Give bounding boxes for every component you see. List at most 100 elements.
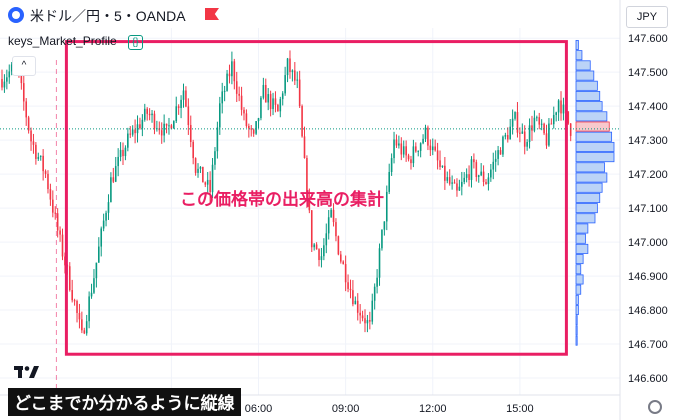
price-axis[interactable]: 147.600 147.500 147.400 147.300 147.200 147.1… (619, 0, 680, 420)
candle-body (354, 300, 357, 305)
candle-body (269, 94, 272, 110)
candle-body (490, 169, 492, 178)
candle-body (124, 147, 127, 157)
candle-body (240, 95, 243, 110)
candle-body (415, 146, 417, 152)
candle-body (456, 183, 458, 191)
candle-body (272, 98, 274, 110)
candle-body (286, 58, 289, 76)
candle-body (112, 177, 115, 182)
candle-body (98, 246, 100, 263)
candle-body (383, 221, 386, 230)
candle-body (509, 126, 511, 140)
candle-body (257, 118, 260, 122)
indicator-legend[interactable]: keys_Market_Profile {} (8, 34, 143, 50)
candle-body (163, 123, 165, 136)
profile-bar (575, 213, 596, 224)
profile-bar (575, 141, 615, 152)
candle-body (102, 220, 105, 229)
candle-body (526, 142, 528, 147)
candle-body (514, 112, 516, 119)
flag-icon[interactable] (205, 8, 219, 20)
currency-selector[interactable]: JPY (626, 6, 668, 28)
profile-bar (575, 325, 578, 336)
indicator-name[interactable]: keys_Market_Profile (8, 34, 117, 48)
candle-body (352, 290, 354, 305)
candle-body (252, 129, 255, 134)
candle-body (369, 320, 371, 322)
candle-body (248, 125, 250, 129)
candle-body (83, 330, 86, 334)
candle-body (139, 124, 141, 129)
candle-body (47, 173, 49, 190)
candle-body (262, 84, 265, 98)
profile-bar (575, 203, 598, 214)
candle-body (499, 150, 502, 155)
candle-body (562, 104, 565, 114)
candle-body (400, 143, 403, 155)
candle-body (446, 177, 449, 181)
candle-body (536, 117, 538, 119)
candle-body (410, 159, 412, 164)
range-caption: この価格帯の出来高の集計 (180, 190, 384, 209)
candle-body (233, 61, 236, 82)
collapse-legend-button[interactable]: ^ (12, 56, 36, 76)
candle-body (318, 249, 320, 261)
profile-bar (575, 182, 603, 193)
chart-header: 米ドル／円・5・OANDA (0, 0, 620, 28)
candle-body (540, 123, 543, 125)
indicator-source-icon[interactable]: {} (128, 35, 143, 50)
candle-body (303, 136, 306, 159)
candle-body (453, 182, 456, 184)
candle-body (71, 290, 73, 301)
candle-body (494, 158, 497, 162)
candle-body (199, 166, 202, 169)
candle-body (531, 125, 533, 131)
candle-body (160, 130, 163, 136)
profile-bar (575, 131, 613, 142)
candle-body (315, 244, 318, 250)
profile-bar (575, 70, 595, 81)
candle-body (545, 133, 548, 146)
candle-body (327, 217, 330, 234)
candle-body (22, 83, 25, 102)
candle-body (395, 139, 398, 146)
candle-body (441, 165, 444, 167)
settings-gear-icon[interactable] (648, 400, 662, 414)
candle-body (175, 106, 178, 122)
candle-body (100, 228, 103, 247)
candle-body (90, 292, 93, 297)
candle-body (52, 199, 54, 213)
candle-body (131, 129, 134, 135)
candle-body (260, 97, 262, 119)
candle-body (487, 177, 490, 185)
market-profile-histogram (575, 39, 615, 346)
candle-body (439, 160, 441, 167)
candle-body (555, 112, 557, 115)
candle-body (49, 189, 52, 200)
candle-body (373, 286, 376, 301)
candle-body (296, 79, 299, 81)
candle-body (521, 131, 524, 134)
price-tick-label: 147.300 (628, 135, 668, 147)
candle-body (95, 262, 98, 279)
profile-bar (575, 305, 579, 316)
candle-body (107, 202, 110, 213)
candle-body (8, 71, 11, 78)
candle-body (402, 146, 405, 155)
candle-body (180, 99, 182, 109)
candle-body (511, 118, 514, 127)
candle-body (356, 300, 359, 313)
tradingview-logo-icon[interactable] (14, 364, 40, 380)
candle-body (492, 161, 495, 170)
candle-body (390, 158, 393, 172)
candle-body (550, 123, 553, 125)
symbol-logo-icon[interactable] (8, 7, 24, 23)
symbol-title[interactable]: 米ドル／円・5・OANDA (30, 8, 186, 24)
candle-body (342, 261, 345, 265)
candle-body (378, 248, 381, 278)
candle-body (204, 182, 207, 185)
candle-body (255, 121, 257, 134)
candle-body (497, 150, 499, 159)
